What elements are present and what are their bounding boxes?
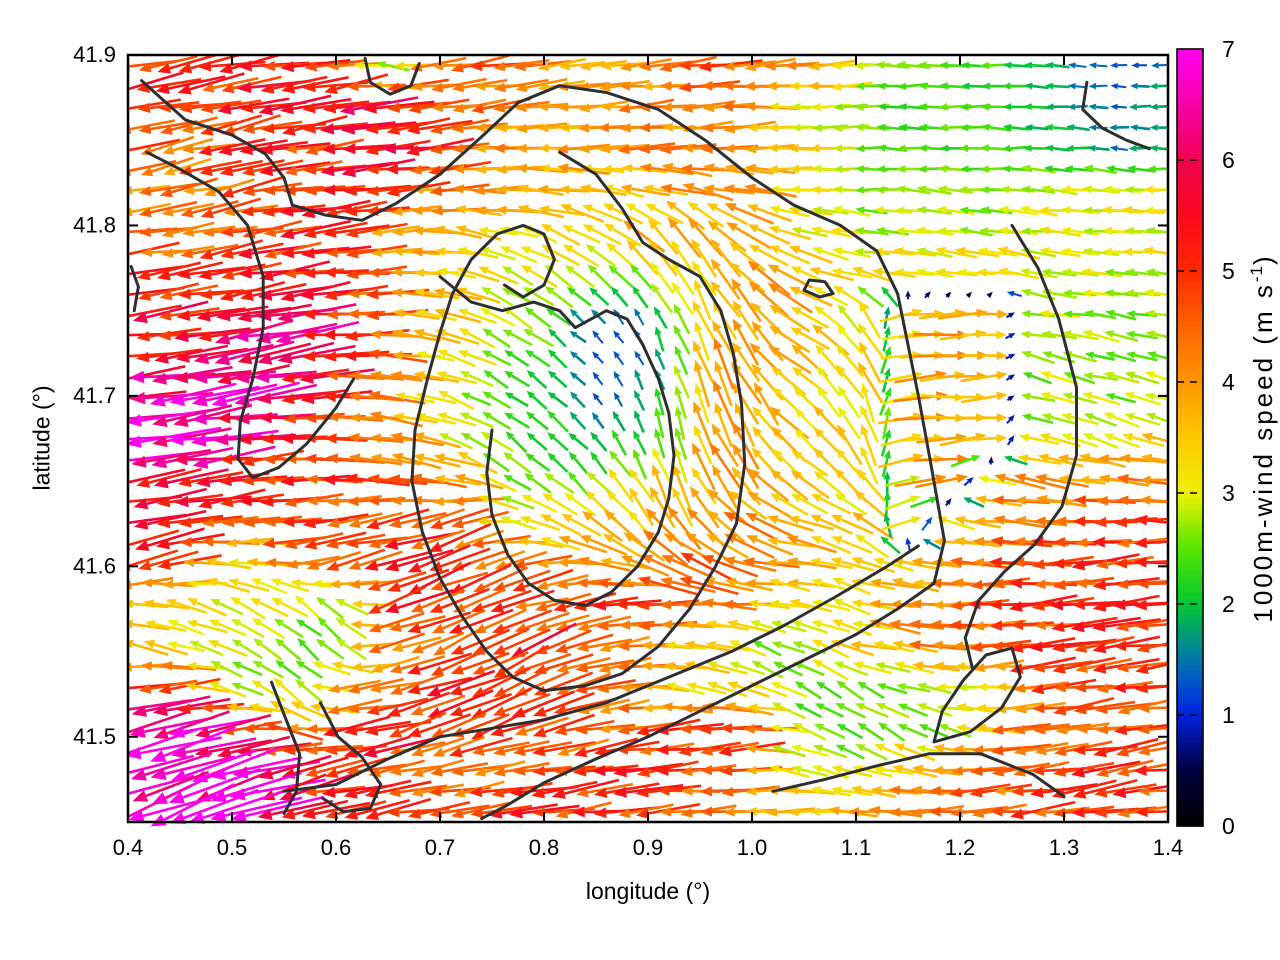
x-tick-label: 0.8 [529,835,560,860]
y-tick-label: 41.5 [73,724,116,749]
colorbar-tick-label: 0 [1222,813,1235,839]
y-tick-label: 41.6 [73,553,116,578]
colorbar-tick-label: 2 [1222,591,1235,617]
colorbar-label-sup: -1 [1247,265,1267,283]
x-tick-label: 0.4 [113,835,144,860]
colorbar-label-close: ) [1247,253,1278,266]
colorbar-label: 1000m-wind speed (m s-1) [1247,253,1279,622]
x-axis-label: longitude (°) [585,878,711,904]
colorbar: 0 1 2 3 4 5 6 7 [1176,36,1235,839]
colorbar-tick-label: 5 [1222,258,1235,284]
x-tick-label: 0.6 [321,835,352,860]
y-tick-label: 41.8 [73,212,116,237]
x-tick-label: 1.2 [945,835,976,860]
x-tick-label: 1.4 [1153,835,1184,860]
colorbar-tick-label: 4 [1222,369,1235,395]
x-tick-label: 0.7 [425,835,456,860]
x-tick-label: 1.1 [841,835,872,860]
x-tick-label: 1.0 [737,835,768,860]
x-tick-label: 0.9 [633,835,664,860]
colorbar-label-main: 1000m-wind speed (m s [1247,282,1278,623]
y-axis-label: latitude (°) [28,385,55,491]
axes-frame: 0.4 0.5 0.6 0.7 0.8 0.9 1.0 1.1 1.2 1.3 1.4 41.9 41.… [73,42,1183,860]
vector-field [127,54,1169,827]
x-tick-label: 0.5 [217,835,248,860]
colorbar-tick-label: 3 [1222,480,1235,506]
colorbar-tick-label: 6 [1222,147,1235,173]
terrain-contours [129,56,1151,821]
y-tick-label: 41.9 [73,42,116,67]
x-tick-label: 1.3 [1049,835,1080,860]
y-tick-label: 41.7 [73,383,116,408]
colorbar-tick-label: 7 [1222,36,1235,62]
colorbar-tick-label: 1 [1222,702,1235,728]
